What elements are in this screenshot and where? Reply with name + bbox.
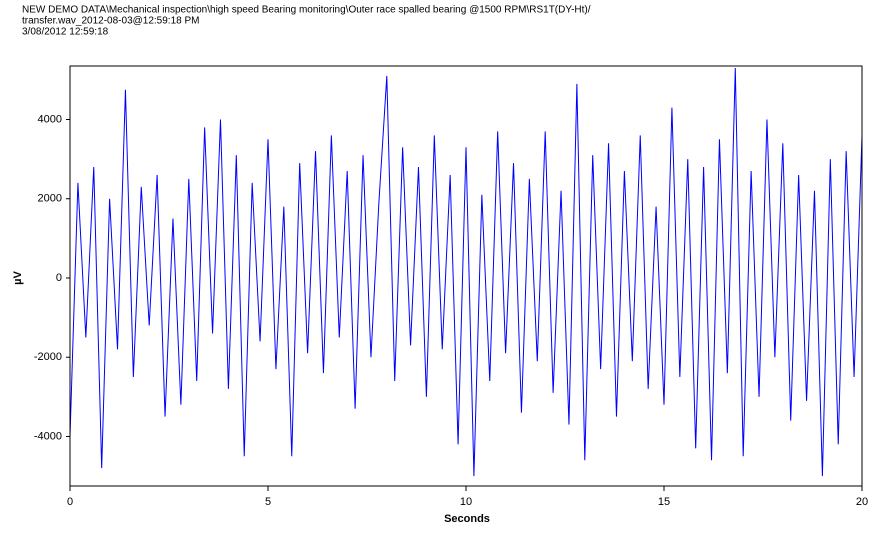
title-line: 3/08/2012 12:59:18 bbox=[22, 27, 109, 38]
y-tick-label: 2000 bbox=[38, 193, 62, 205]
waveform-line bbox=[69, 67, 863, 477]
x-tick-label: 5 bbox=[265, 496, 271, 508]
x-tick-label: 0 bbox=[67, 496, 73, 508]
x-tick-label: 20 bbox=[856, 496, 868, 508]
x-tick-label: 15 bbox=[658, 496, 670, 508]
y-tick-label: -2000 bbox=[34, 351, 62, 363]
x-tick-label: 10 bbox=[460, 496, 472, 508]
y-tick-label: 0 bbox=[56, 272, 62, 284]
title-line: transfer.wav_2012-08-03@12:59:18 PM bbox=[22, 16, 199, 27]
y-axis-title: µV bbox=[12, 271, 24, 285]
x-axis-title: Seconds bbox=[444, 513, 490, 525]
y-tick-label: -4000 bbox=[34, 430, 62, 442]
title-line: NEW DEMO DATA\Mechanical inspection\high… bbox=[22, 5, 591, 16]
y-tick-label: 4000 bbox=[38, 113, 62, 125]
